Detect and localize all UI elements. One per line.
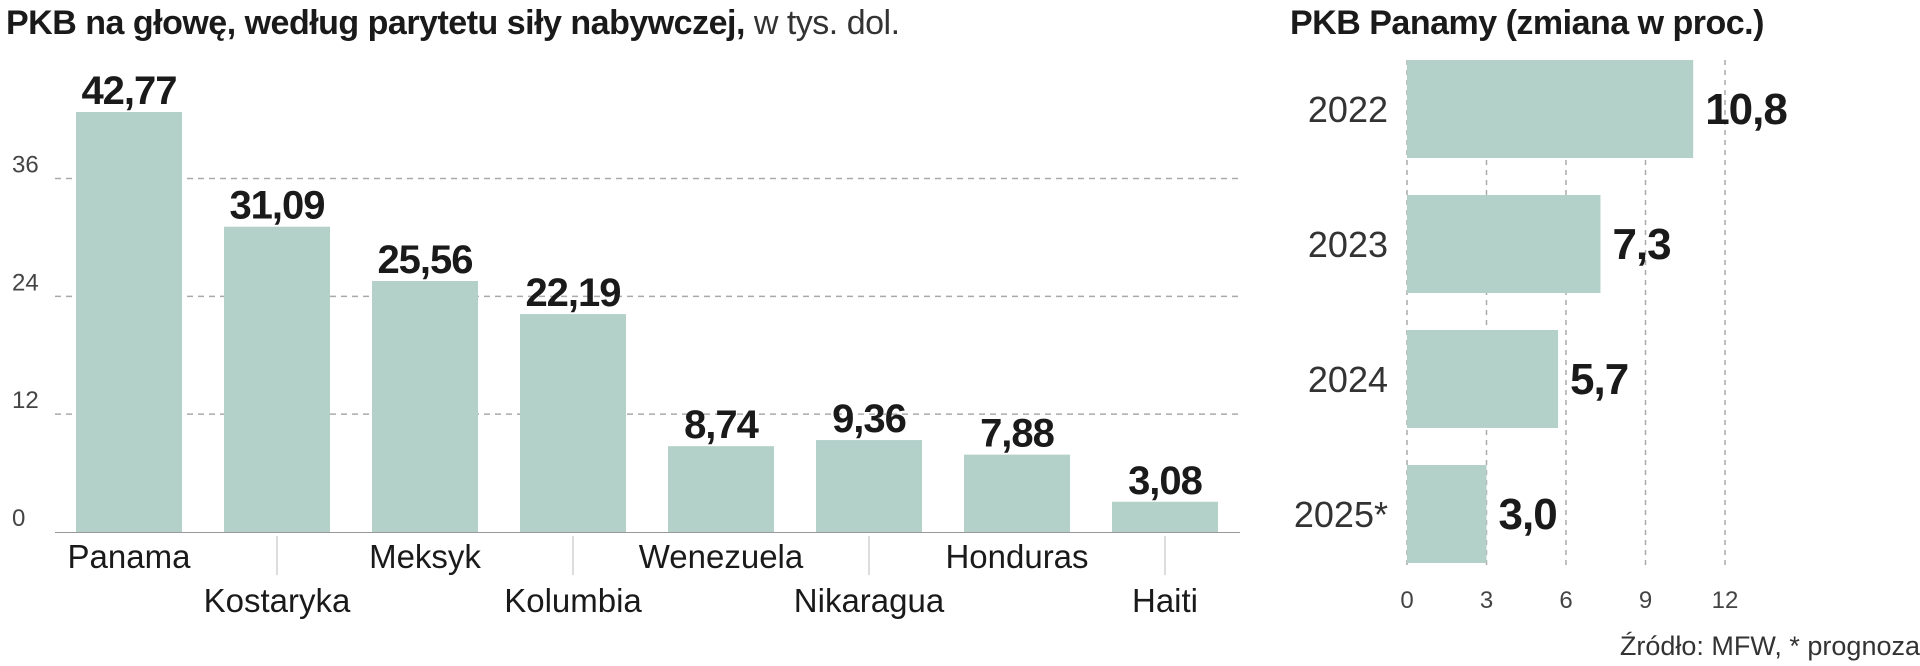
- bar: [76, 111, 182, 532]
- bar: [964, 454, 1070, 532]
- bar-value-label: 25,56: [377, 238, 472, 282]
- category-label: Nikaragua: [794, 582, 945, 619]
- category-label: Panama: [68, 538, 192, 575]
- bar-value-label: 5,7: [1570, 355, 1628, 404]
- y-tick-label: 36: [12, 151, 39, 178]
- category-label: 2024: [1308, 359, 1388, 400]
- right-chart-title-text: PKB Panamy (zmiana w proc.): [1290, 4, 1764, 42]
- x-tick-label: 3: [1480, 587, 1493, 614]
- category-label: Haiti: [1132, 582, 1198, 619]
- y-tick-label: 12: [12, 387, 39, 414]
- bar: [1407, 195, 1601, 293]
- bar-value-label: 3,08: [1128, 459, 1203, 503]
- bar-value-label: 7,88: [980, 412, 1055, 456]
- bar: [1407, 465, 1487, 563]
- y-tick-label: 24: [12, 269, 39, 296]
- category-label: 2025*: [1294, 494, 1388, 535]
- bar-value-label: 42,77: [81, 69, 176, 113]
- category-label: Kostaryka: [204, 582, 351, 619]
- bar: [668, 446, 774, 532]
- bar-value-label: 31,09: [229, 184, 324, 228]
- bar: [224, 226, 330, 532]
- bar: [520, 314, 626, 532]
- right-chart-title: PKB Panamy (zmiana w proc.): [1290, 4, 1764, 43]
- left-chart-title-unit: w tys. dol.: [753, 4, 900, 42]
- category-label: Kolumbia: [504, 582, 642, 619]
- bar-value-label: 22,19: [525, 271, 620, 315]
- category-label: Honduras: [945, 538, 1088, 575]
- bar: [1407, 60, 1694, 158]
- bar: [1112, 501, 1218, 532]
- bar-value-label: 8,74: [684, 403, 760, 447]
- bar: [372, 281, 478, 532]
- bar-value-label: 3,0: [1499, 490, 1557, 539]
- left-chart-title: PKB na głowę, według parytetu siły nabyw…: [6, 4, 900, 43]
- category-label: Wenezuela: [639, 538, 804, 575]
- category-label: 2022: [1308, 89, 1388, 130]
- bar-value-label: 10,8: [1705, 85, 1787, 134]
- x-tick-label: 9: [1639, 587, 1652, 614]
- source-note: Źródło: MFW, * prognoza: [1619, 631, 1920, 661]
- x-tick-label: 6: [1559, 587, 1572, 614]
- category-label: 2023: [1308, 224, 1388, 265]
- x-tick-label: 0: [1400, 587, 1413, 614]
- x-tick-label: 12: [1712, 587, 1739, 614]
- bar-value-label: 7,3: [1612, 220, 1670, 269]
- bar: [1407, 330, 1559, 428]
- bar-value-label: 9,36: [832, 397, 906, 441]
- left-chart-title-main: PKB na głowę, według parytetu siły nabyw…: [6, 4, 745, 42]
- y-tick-label: 0: [12, 505, 25, 532]
- bar: [816, 440, 922, 532]
- category-label: Meksyk: [369, 538, 481, 575]
